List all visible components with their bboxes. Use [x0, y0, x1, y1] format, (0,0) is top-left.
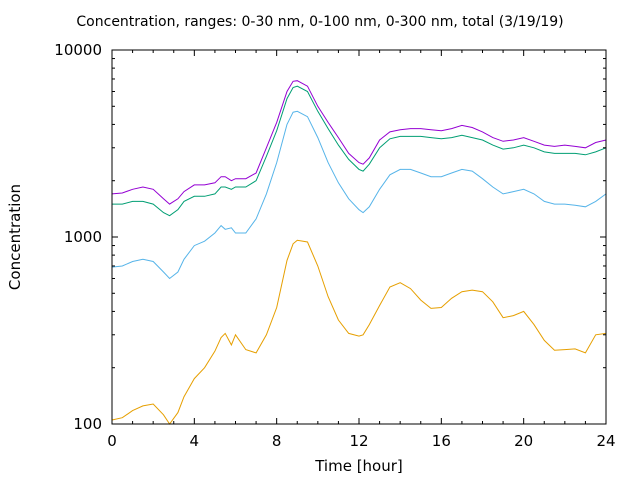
- series-line-4: [111, 80, 607, 205]
- series-line-3: [112, 85, 607, 217]
- series-line-1: [111, 239, 607, 425]
- y-tick-label: 1000: [64, 228, 102, 246]
- x-tick-label: 16: [432, 432, 451, 450]
- x-tick-label: 12: [349, 432, 368, 450]
- y-axis-label: Concentration: [6, 184, 24, 290]
- x-tick-label: 0: [107, 432, 117, 450]
- x-tick-label: 4: [190, 432, 200, 450]
- x-axis-label: Time [hour]: [314, 457, 403, 475]
- y-tick-label: 10000: [54, 41, 102, 59]
- plot-frame: [111, 49, 607, 425]
- axis-layer: 0 4 8 12 16 20 24 100 1000 10000: [54, 41, 615, 450]
- x-tick-label: 20: [514, 432, 533, 450]
- series-layer: [111, 80, 607, 425]
- y-tick-label: 100: [73, 415, 102, 433]
- x-tick-label: 8: [272, 432, 282, 450]
- series-line-2: [111, 110, 607, 280]
- chart-title: Concentration, ranges: 0-30 nm, 0-100 nm…: [76, 14, 564, 30]
- x-tick-label: 24: [596, 432, 615, 450]
